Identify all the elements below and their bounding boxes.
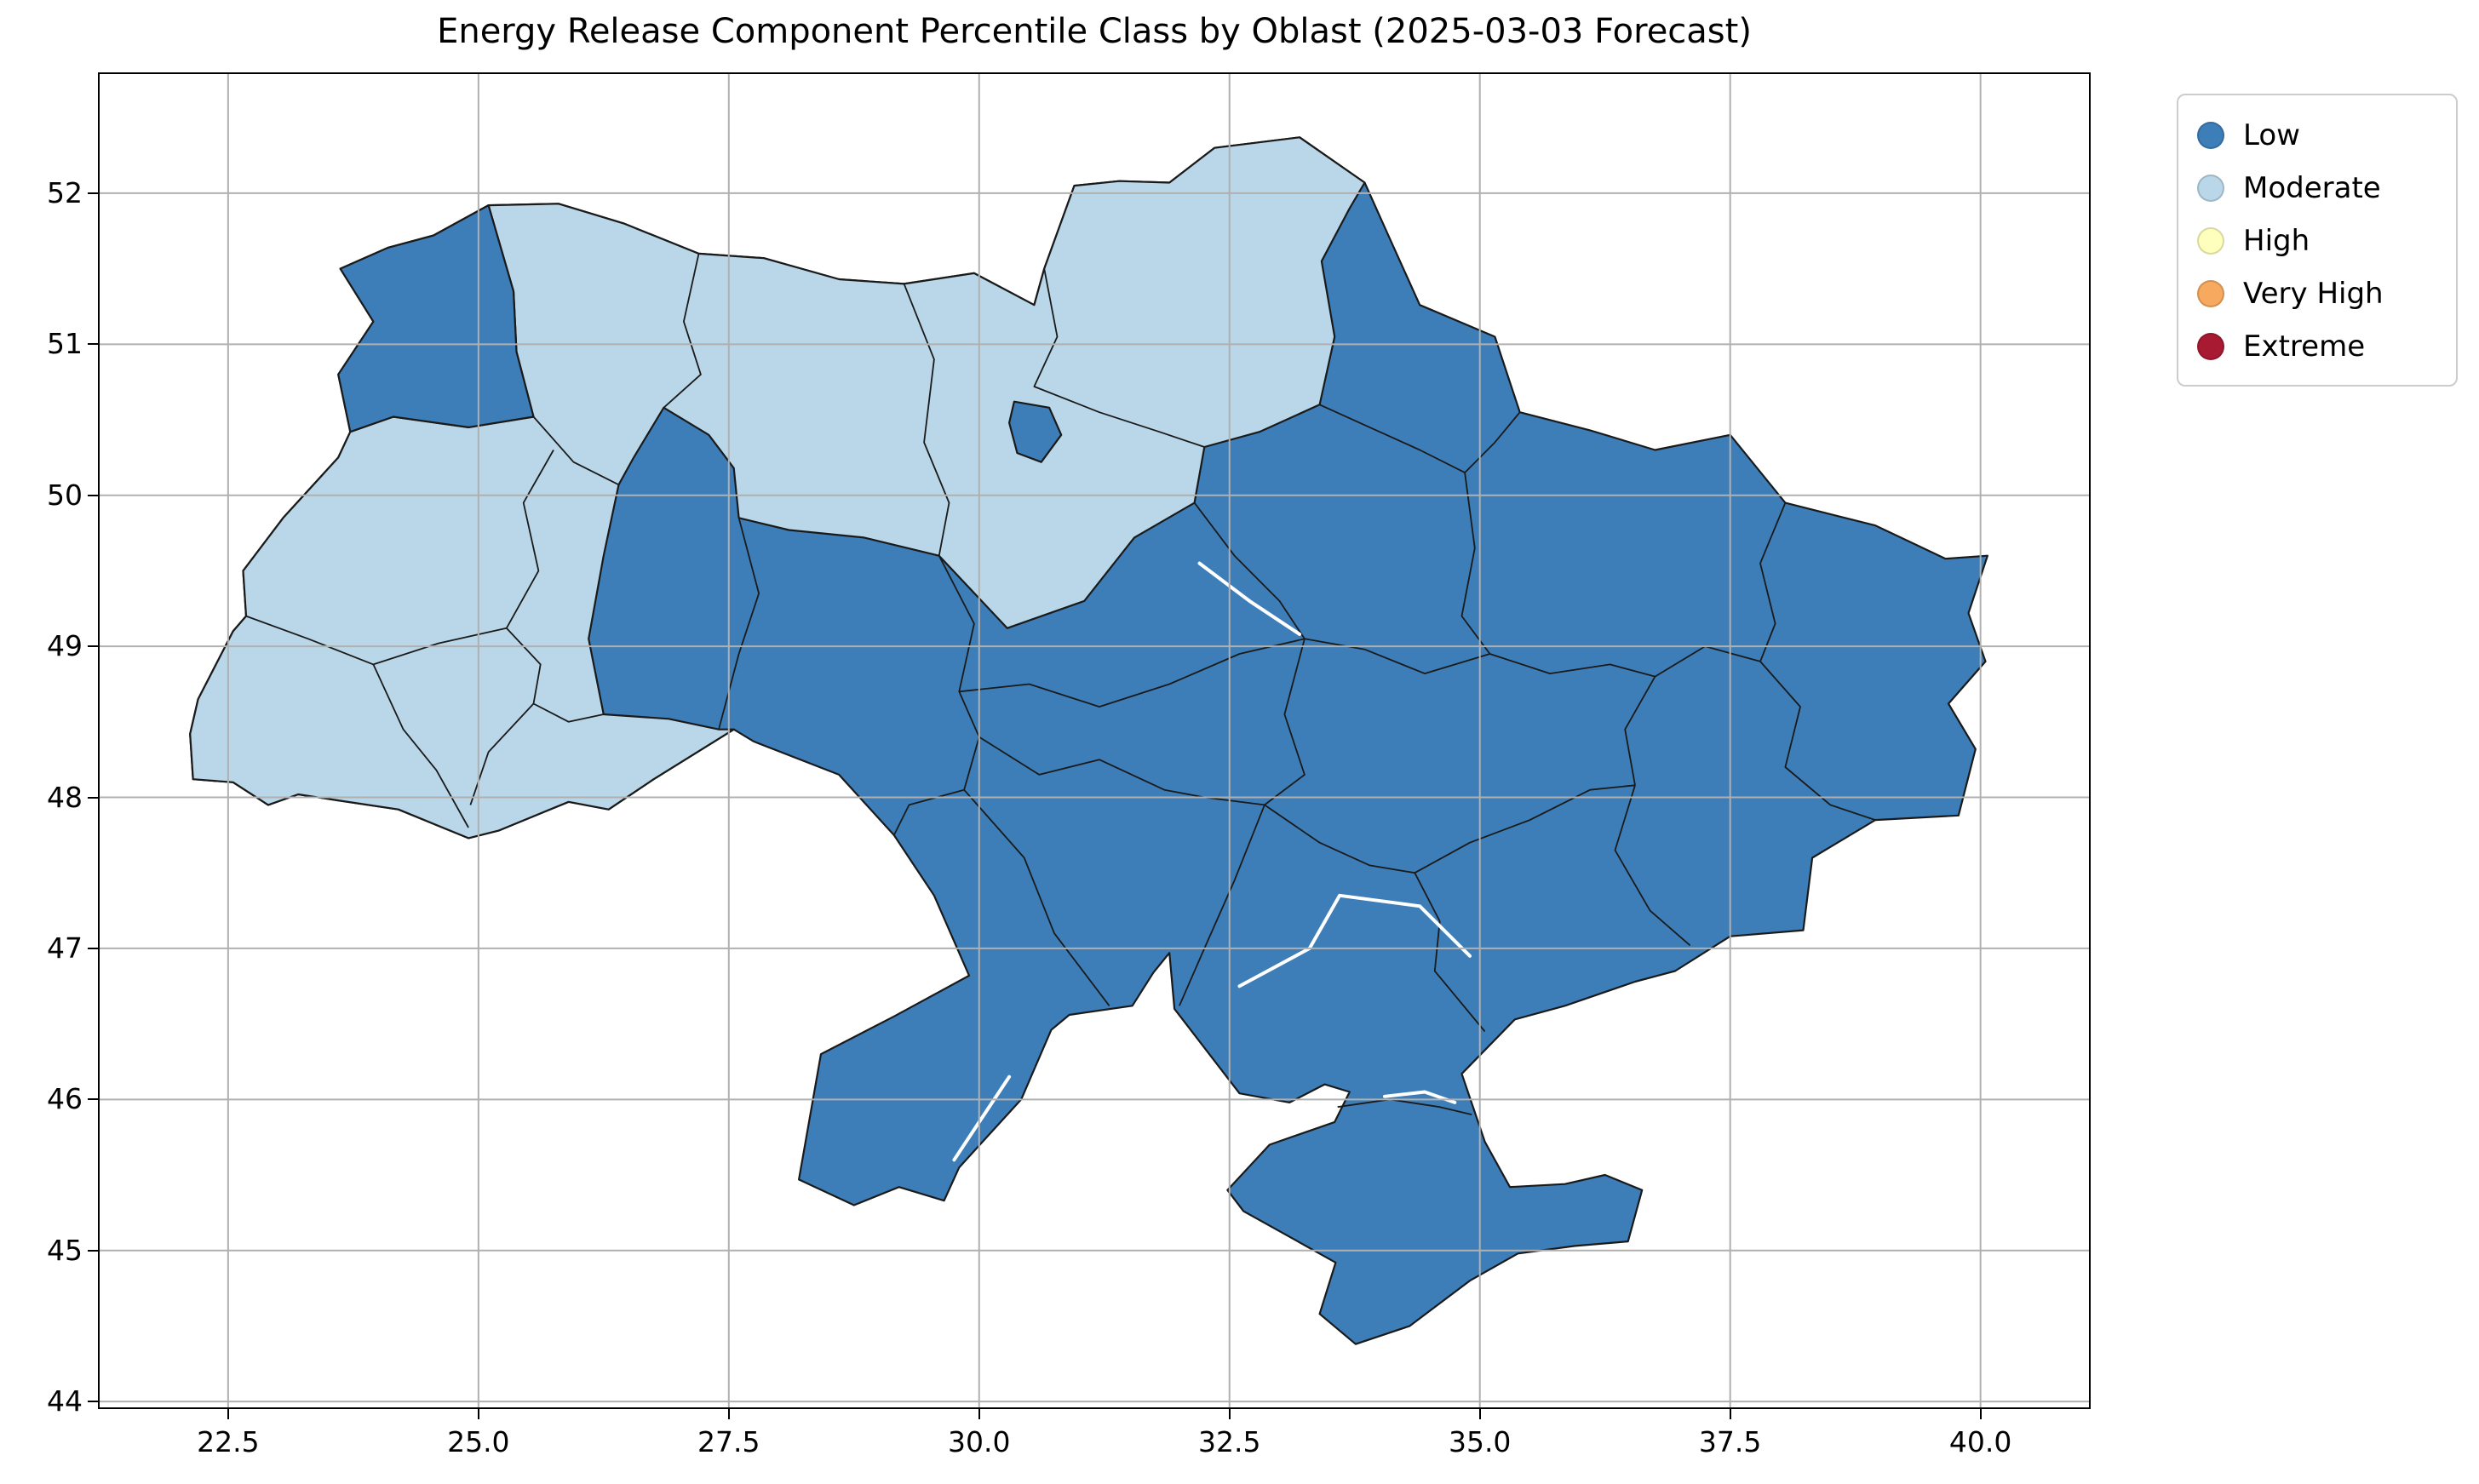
oblast-border-line	[372, 664, 469, 828]
x-tick-label: 25.0	[447, 1425, 510, 1458]
legend-label: Very High	[2243, 277, 2384, 311]
legend-marker-icon	[2197, 280, 2224, 307]
oblast-border-line	[1337, 1098, 1472, 1115]
legend-marker-icon	[2197, 227, 2224, 255]
oblast-border-line	[506, 450, 554, 629]
y-tick-label: 47	[47, 931, 83, 965]
oblast-border-line	[663, 253, 702, 409]
legend-box: Low Moderate High Very High Extreme	[2177, 94, 2458, 387]
oblast-border-line	[903, 284, 950, 556]
plot-area	[98, 72, 2091, 1409]
oblast-border-line	[963, 789, 1110, 1006]
legend-label: High	[2243, 224, 2310, 258]
x-tick-label: 40.0	[1948, 1425, 2012, 1458]
legend-marker-icon	[2197, 175, 2224, 202]
legend-label: Moderate	[2243, 171, 2381, 205]
chart-title: Energy Release Component Percentile Clas…	[437, 12, 1752, 51]
oblast-border-line	[1204, 639, 1305, 806]
y-tick-mark	[88, 192, 98, 194]
y-tick-mark	[88, 1249, 98, 1252]
oblast-border-line	[1304, 638, 1490, 674]
y-tick-label: 46	[47, 1082, 83, 1116]
y-tick-mark	[88, 343, 98, 346]
axes-spines	[98, 72, 2091, 1409]
y-tick-label: 51	[47, 327, 83, 361]
y-tick-label: 45	[47, 1233, 83, 1267]
map-region-volyn-low	[337, 204, 535, 433]
x-tick-label: 35.0	[1448, 1425, 1512, 1458]
y-tick-mark	[88, 645, 98, 648]
ukraine-choropleth-map	[98, 72, 2091, 1409]
oblast-border-line	[1464, 411, 1521, 473]
y-tick-label: 50	[47, 478, 83, 512]
y-tick-label: 52	[47, 175, 83, 209]
x-tick-label: 32.5	[1197, 1425, 1261, 1458]
legend-item-low: Low	[2197, 109, 2456, 162]
x-tick-mark	[477, 1409, 479, 1419]
legend-item-high: High	[2197, 215, 2456, 267]
legend-marker-icon	[2197, 122, 2224, 149]
oblast-border-line	[533, 702, 604, 723]
oblast-border-line	[1179, 805, 1265, 1006]
x-tick-label: 37.5	[1698, 1425, 1762, 1458]
oblast-border-line	[978, 736, 1205, 799]
oblast-border-line	[532, 415, 619, 486]
legend-item-extreme: Extreme	[2197, 320, 2456, 373]
legend-item-very-high: Very High	[2197, 267, 2456, 320]
oblast-border-line	[1319, 404, 1466, 473]
y-tick-label: 48	[47, 780, 83, 814]
x-tick-label: 27.5	[697, 1425, 760, 1458]
oblast-border-line	[1460, 472, 1491, 655]
x-tick-label: 30.0	[948, 1425, 1011, 1458]
x-tick-mark	[227, 1409, 229, 1419]
x-tick-mark	[1979, 1409, 1982, 1419]
y-tick-mark	[88, 947, 98, 949]
x-tick-mark	[1729, 1409, 1731, 1419]
oblast-border-line	[1414, 872, 1486, 1033]
y-tick-mark	[88, 796, 98, 799]
oblast-border-line	[1264, 804, 1415, 874]
oblast-border-line	[1033, 268, 1205, 448]
oblast-border-line	[959, 638, 1305, 708]
x-tick-mark	[1478, 1409, 1481, 1419]
x-tick-mark	[1228, 1409, 1231, 1419]
y-tick-mark	[88, 1098, 98, 1101]
legend-marker-icon	[2197, 333, 2224, 360]
oblast-border-line	[1624, 676, 1656, 786]
y-tick-label: 49	[47, 629, 83, 663]
water-line	[1197, 561, 1302, 636]
x-tick-label: 22.5	[197, 1425, 260, 1458]
oblast-border-line	[1193, 502, 1305, 639]
y-tick-mark	[88, 1401, 98, 1403]
x-tick-mark	[727, 1409, 730, 1419]
x-tick-mark	[978, 1409, 980, 1419]
oblast-border-line	[1759, 661, 1876, 821]
oblast-border-line	[1759, 502, 1787, 662]
water-line	[1237, 893, 1472, 988]
oblast-border-line	[1414, 784, 1636, 874]
legend-item-moderate: Moderate	[2197, 162, 2456, 215]
legend-label: Low	[2243, 118, 2300, 152]
legend-label: Extreme	[2243, 329, 2366, 364]
y-tick-mark	[88, 494, 98, 496]
map-region-kyiv-city-low	[1008, 400, 1063, 463]
y-tick-label: 44	[47, 1384, 83, 1418]
map-region-moderate-band	[189, 136, 1366, 839]
oblast-border-line	[1614, 785, 1691, 947]
oblast-border-line	[1489, 653, 1656, 678]
